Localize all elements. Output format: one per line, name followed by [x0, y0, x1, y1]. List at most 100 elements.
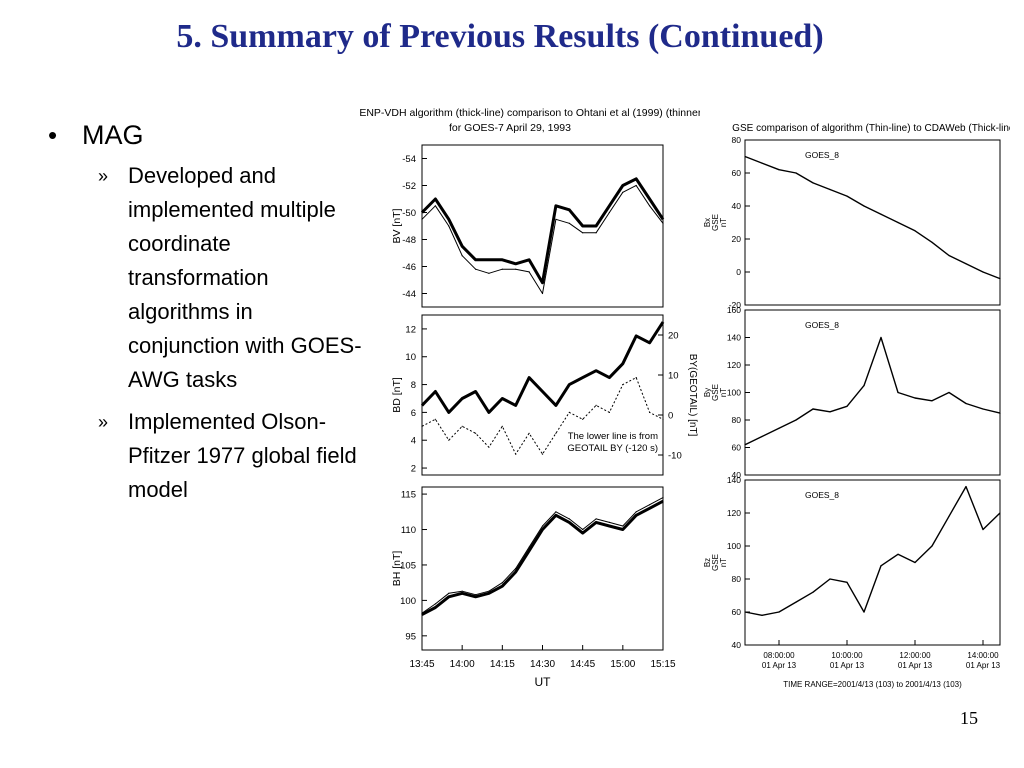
left-series-1-point: [475, 268, 477, 270]
left-panel-0-ytick-label: -44: [402, 289, 416, 300]
left-figure-title-line1: ENP-VDH algorithm (thick-line) compariso…: [360, 107, 700, 119]
left-series-5-point: [448, 592, 450, 594]
left-series-0-point: [662, 218, 664, 220]
right-panel-2-ytick-label: 40: [732, 640, 742, 650]
left-series-0-point: [582, 225, 584, 227]
right-panel-0-frame: [744, 139, 1001, 306]
left-series-1-point: [528, 271, 530, 273]
left-series-3-point: [448, 439, 450, 441]
left-series-4-point: [649, 507, 651, 509]
left-panel-1-ytick-label: 4: [411, 436, 416, 447]
left-xtick-label: 14:15: [490, 659, 515, 670]
left-series-0-point: [541, 282, 544, 284]
left-panel-1-frame: [421, 314, 664, 476]
right-panel-0-ytick-label: 40: [732, 201, 742, 211]
left-series-3-point: [555, 432, 557, 434]
left-panel-2-ytick-label: 105: [400, 560, 416, 571]
left-series-0-point: [622, 184, 624, 187]
right-panel-1-ytick-label: 40: [732, 470, 742, 480]
right-series-1-point: [829, 411, 831, 413]
left-series-0-point: [528, 259, 530, 261]
left-series-1-point: [595, 232, 597, 234]
left-series-0-point: [649, 198, 651, 200]
left-series-3-point: [541, 453, 544, 455]
right-panel-1-ytick-label: 60: [732, 443, 742, 453]
right-panel-2-ylabel-1: GSE: [711, 554, 720, 571]
right-series-2-point: [982, 528, 984, 531]
left-series-1-point: [448, 225, 450, 227]
left-panel-2-ytick-label: 115: [401, 490, 416, 501]
left-series-2-point: [582, 377, 584, 379]
right-panel-2-ytick-label: 60: [732, 607, 742, 617]
left-panel-1-ytick-label: 6: [411, 408, 416, 419]
left-xtick-label: 15:00: [610, 659, 635, 670]
left-series-1-point: [582, 232, 584, 234]
right-xtick-label-time: 10:00:00: [831, 651, 863, 660]
left-series-2-point: [421, 404, 423, 406]
right-panel-0-ylabel-1: GSE: [711, 214, 720, 231]
left-series-5-point: [461, 590, 463, 592]
left-series-2-point: [541, 390, 544, 393]
right-xtick-label-date: 01 Apr 13: [898, 661, 933, 670]
left-panel-1-ytick-label: 2: [411, 464, 416, 475]
left-figure: ENP-VDH algorithm (thick-line) compariso…: [360, 107, 700, 689]
right-panel-1-ytick-label: 160: [727, 305, 741, 315]
left-series-5-point: [595, 518, 597, 520]
page-number: 15: [960, 708, 978, 728]
left-series-0-point: [515, 263, 517, 265]
left-series-2-point: [475, 390, 477, 393]
right-series-2-point: [863, 611, 865, 613]
right-series-1-point: [948, 391, 950, 394]
left-panel-2-ytick-label: 95: [405, 631, 416, 642]
left-series-3-point: [649, 411, 651, 413]
left-series-3-point: [662, 418, 664, 420]
left-series-0-point: [488, 259, 490, 261]
left-series-0-point: [635, 178, 637, 180]
right-panel-2-label: GOES_8: [805, 490, 839, 500]
left-series-4-line: [421, 499, 664, 616]
left-series-0-point: [461, 245, 463, 247]
right-panel-1-ylabel-1: GSE: [711, 384, 720, 401]
right-xtick-label-date: 01 Apr 13: [830, 661, 865, 670]
left-panel-2-ytick-label: 100: [400, 596, 416, 607]
left-panel-2-frame: [421, 486, 664, 651]
left-series-0-point: [434, 198, 436, 200]
left-series-4-point: [475, 596, 477, 598]
left-series-2-point: [649, 342, 651, 344]
right-series-0-point: [880, 213, 882, 215]
left-panel-2-ylabel: BH [nT]: [391, 551, 403, 587]
left-series-0-line: [420, 177, 665, 285]
left-series-1-point: [488, 272, 490, 274]
right-panel-0-ytick-label: 20: [732, 234, 742, 244]
right-series-2-point: [948, 515, 950, 517]
left-series-3-point: [608, 411, 610, 413]
left-panel-1-rtick-label: -10: [668, 451, 682, 462]
raquo-icon: »: [98, 412, 109, 432]
left-series-2-point: [434, 390, 436, 393]
left-series-4-point: [595, 521, 597, 523]
left-series-3-point: [635, 377, 637, 379]
left-series-0-point: [595, 225, 597, 227]
right-series-0-point: [948, 254, 950, 257]
left-xtick-label: 14:30: [530, 659, 555, 670]
left-series-1-point: [608, 211, 610, 214]
left-series-2-point: [555, 404, 557, 406]
left-panel-1-ytick-label: 8: [411, 380, 416, 391]
bullet-mag: • MAG: [48, 120, 378, 151]
bullet-mag-label: MAG: [82, 120, 144, 150]
left-series-4-point: [528, 550, 530, 552]
right-series-2-point: [744, 611, 746, 613]
left-series-0-point: [501, 259, 503, 261]
left-series-1-point: [541, 292, 544, 295]
left-series-5-point: [582, 528, 584, 531]
right-panel-1-ytick-label: 100: [727, 388, 741, 398]
right-series-2-point: [931, 545, 933, 547]
left-panel-1-ylabel: BD [nT]: [391, 377, 403, 413]
left-series-5-point: [501, 582, 503, 584]
left-series-4-point: [635, 514, 637, 516]
right-series-2-point: [965, 486, 967, 488]
left-series-3-point: [582, 418, 584, 420]
left-series-3-point: [421, 425, 423, 427]
right-series-2-point: [795, 601, 797, 603]
left-series-3-point: [434, 418, 436, 420]
